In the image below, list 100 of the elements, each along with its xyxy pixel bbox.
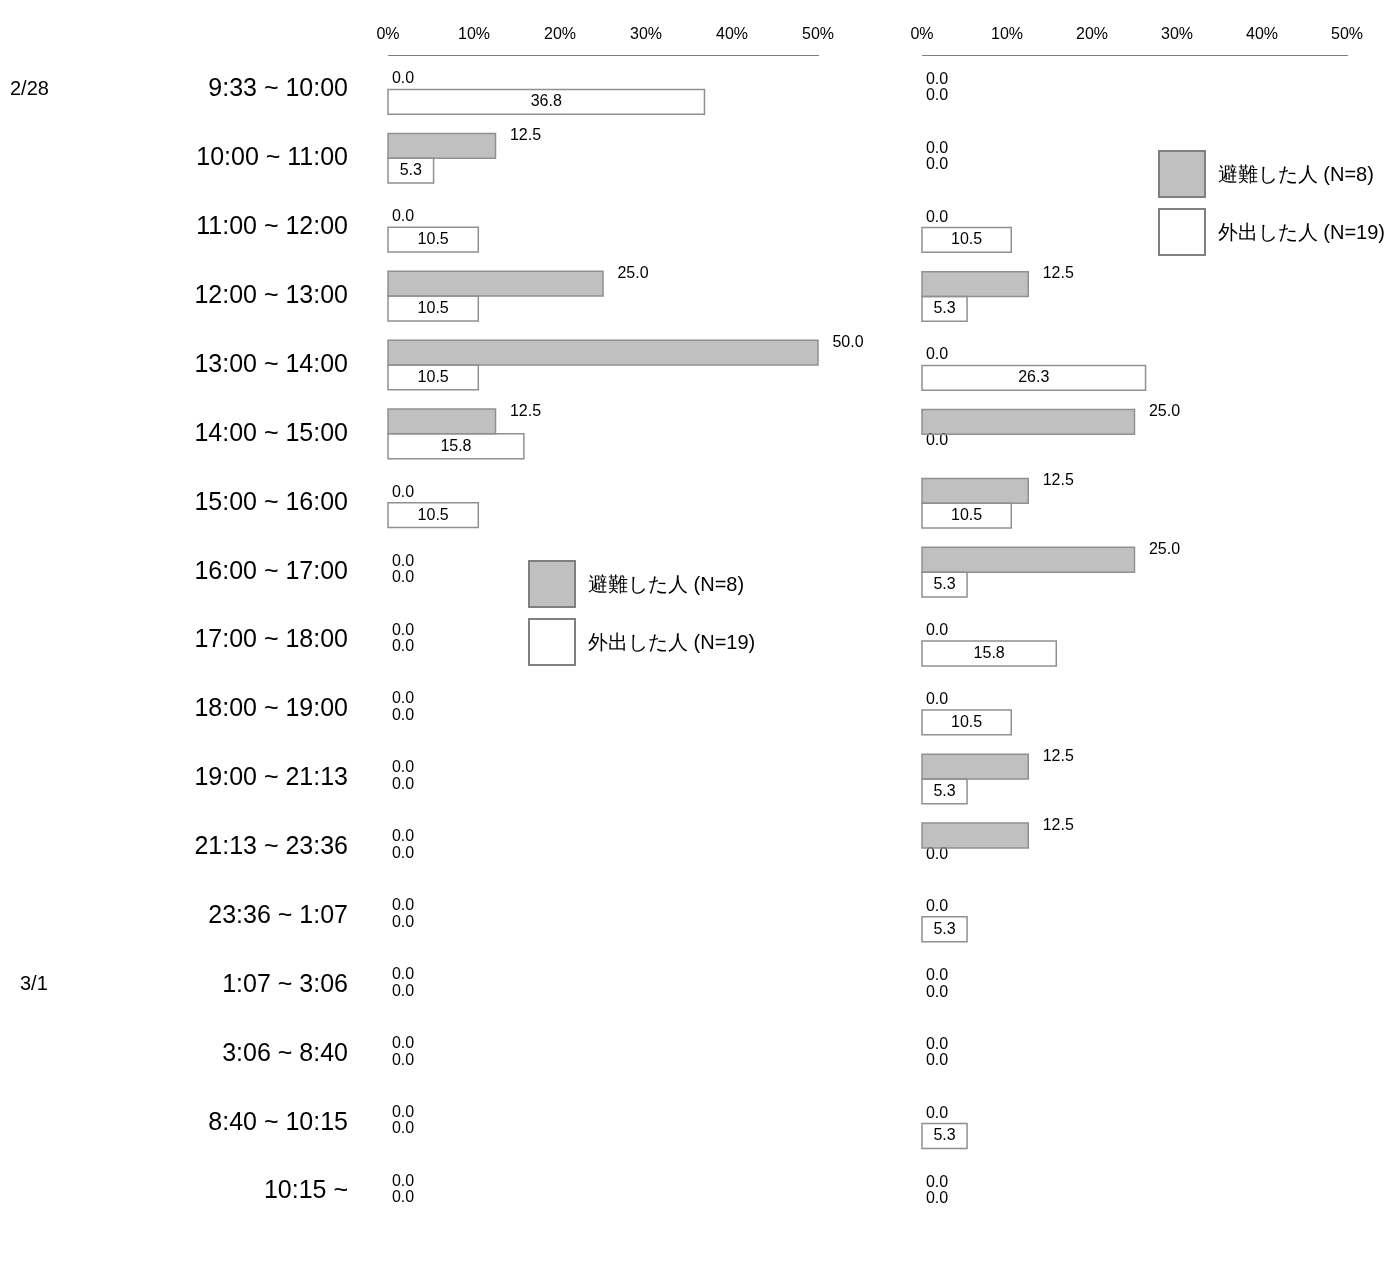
y-tick-label: 23:36 ~ 1:07	[208, 899, 348, 928]
x-tick-label: 0%	[910, 25, 934, 43]
data-label: 0.0	[391, 1119, 415, 1137]
data-label: 12.5	[1042, 471, 1074, 489]
data-label: 0.0	[925, 982, 949, 1000]
data-label: 0.0	[391, 482, 415, 500]
data-label: 0.0	[391, 1050, 415, 1068]
data-label: 0.0	[925, 69, 949, 87]
y-tick-label: 3:06 ~ 8:40	[222, 1037, 348, 1066]
x-tick-label: 30%	[1160, 25, 1194, 43]
data-label: 10.5	[417, 367, 449, 385]
data-label: 0.0	[391, 551, 415, 569]
data-label: 0.0	[925, 1034, 949, 1052]
data-label: 12.5	[509, 401, 542, 419]
data-label: 0.0	[391, 69, 415, 87]
text: 外出した人 (N=19)	[588, 629, 756, 655]
y-tick-label: 10:15 ~	[263, 1175, 348, 1204]
data-label: 0.0	[391, 706, 415, 724]
y-tick-label: 18:00 ~ 19:00	[194, 693, 348, 722]
data-label: 10.5	[417, 298, 449, 316]
data-label: 5.3	[933, 781, 956, 799]
data-label: 5.3	[933, 574, 956, 592]
data-label: 0.0	[391, 964, 415, 982]
data-label: 0.0	[925, 690, 949, 708]
data-label: 0.0	[391, 1188, 415, 1206]
data-label: 0.0	[925, 155, 949, 173]
data-label: 0.0	[391, 843, 415, 861]
x-tick-label: 30%	[629, 24, 663, 42]
data-label: 12.5	[1042, 815, 1074, 833]
x-tick-label: 0%	[376, 24, 400, 42]
data-label: 0.0	[391, 620, 415, 638]
data-label: 5.3	[933, 919, 956, 937]
data-label: 10.5	[951, 230, 983, 248]
data-label: 0.0	[391, 912, 415, 930]
x-tick-label: 50%	[1330, 25, 1364, 43]
data-label: 25.0	[1148, 402, 1181, 420]
data-label: 10.5	[951, 506, 983, 524]
data-label: 0.0	[925, 896, 949, 914]
y-tick-label: 17:00 ~ 18:00	[194, 624, 348, 653]
data-label: 10.5	[417, 505, 449, 523]
data-label: 0.0	[925, 345, 949, 363]
data-label: 0.0	[391, 207, 415, 225]
data-label: 25.0	[617, 264, 649, 282]
data-label: 50.0	[832, 332, 864, 350]
data-label: 12.5	[1042, 264, 1074, 282]
data-label: 5.3	[399, 161, 423, 179]
y-tick-label: 12:00 ~ 13:00	[194, 279, 348, 308]
data-label: 0.0	[925, 621, 949, 639]
data-label: 0.0	[925, 965, 949, 983]
x-tick-label: 40%	[715, 24, 749, 42]
x-tick-label: 10%	[457, 24, 491, 42]
y-tick-label: 15:00 ~ 16:00	[194, 486, 348, 515]
data-label: 0.0	[925, 138, 949, 156]
data-label: 26.3	[1018, 368, 1050, 386]
data-label: 15.8	[973, 643, 1005, 661]
y-tick-label: 11:00 ~ 12:00	[196, 211, 348, 240]
y-tick-label: 10:00 ~ 11:00	[196, 142, 348, 171]
data-label: 12.5	[509, 126, 542, 144]
data-label: 0.0	[391, 1171, 415, 1189]
data-label: 36.8	[530, 92, 562, 110]
y-tick-label: 9:33 ~ 10:00	[208, 73, 348, 102]
data-label: 0.0	[391, 689, 415, 707]
data-label: 0.0	[391, 568, 415, 586]
text: 外出した人 (N=19)	[1217, 219, 1385, 245]
text: 3/1	[20, 972, 48, 995]
data-label: 0.0	[391, 1102, 415, 1120]
data-label: 25.0	[1148, 540, 1181, 558]
x-tick-label: 20%	[543, 24, 577, 42]
data-label: 0.0	[925, 1172, 949, 1190]
x-tick-label: 50%	[801, 24, 835, 42]
data-label: 5.3	[933, 299, 956, 317]
data-label: 0.0	[925, 86, 949, 104]
y-tick-label: 21:13 ~ 23:36	[194, 831, 348, 860]
data-label: 0.0	[391, 981, 415, 999]
x-tick-label: 10%	[990, 25, 1024, 43]
data-label: 10.5	[417, 230, 449, 248]
y-tick-label: 1:07 ~ 3:06	[222, 968, 348, 997]
y-tick-label: 19:00 ~ 21:13	[194, 762, 348, 791]
data-label: 15.8	[440, 436, 472, 454]
x-tick-label: 20%	[1075, 25, 1109, 43]
data-label: 0.0	[391, 637, 415, 655]
x-tick-label: 40%	[1245, 25, 1279, 43]
data-label: 0.0	[925, 1103, 949, 1121]
data-label: 5.3	[933, 1126, 956, 1144]
legend-label: 避難した人 (N=8)	[1217, 161, 1374, 187]
text: 2/28	[10, 76, 49, 99]
data-label: 0.0	[391, 827, 415, 845]
data-label: 0.0	[391, 1033, 415, 1051]
legend-label: 避難した人 (N=8)	[588, 571, 745, 597]
y-tick-label: 14:00 ~ 15:00	[194, 417, 348, 446]
data-label: 0.0	[925, 844, 949, 862]
data-label: 0.0	[925, 1051, 949, 1069]
y-tick-label: 13:00 ~ 14:00	[194, 348, 348, 377]
data-label: 0.0	[925, 207, 949, 225]
data-label: 0.0	[391, 775, 415, 793]
data-label: 0.0	[925, 1189, 949, 1207]
y-tick-label: 8:40 ~ 10:15	[208, 1106, 348, 1135]
data-label: 10.5	[951, 712, 983, 730]
data-label: 0.0	[391, 896, 415, 914]
data-label: 0.0	[391, 758, 415, 776]
